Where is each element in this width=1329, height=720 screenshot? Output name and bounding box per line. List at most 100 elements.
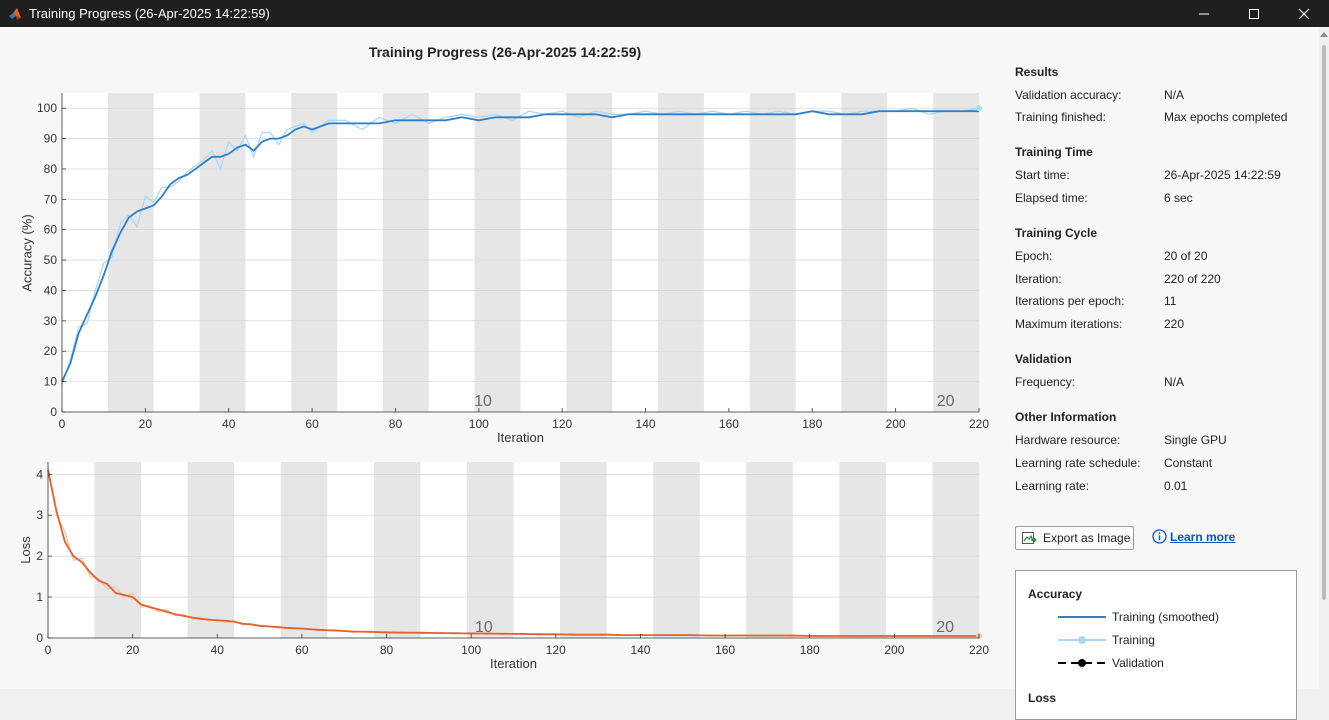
learning-rate-value: 0.01 [1164,479,1188,493]
iterations-per-epoch-value: 11 [1164,294,1177,308]
vertical-scrollbar[interactable] [1319,27,1329,689]
accuracy-x-tick-label: 100 [469,417,489,431]
accuracy-epoch-band [566,93,613,412]
export-button-label: Export as Image [1043,531,1131,545]
accuracy-training-smoothed-line [61,110,979,382]
iterations-per-epoch-label: Iterations per epoch: [1015,294,1125,308]
accuracy-epoch-label: 20 [937,393,955,410]
training-finished-label: Training finished: [1015,110,1106,124]
close-button[interactable] [1279,0,1329,27]
loss-epoch-band [373,462,421,638]
start-time-label: Start time: [1015,168,1070,182]
max-iterations-value: 220 [1164,317,1185,331]
loss-x-axis-label: Iteration [490,656,537,671]
loss-y-tick-label: 2 [36,549,43,563]
accuracy-x-tick-label: 220 [969,417,989,431]
accuracy-y-tick-label: 60 [44,223,58,237]
learn-more-link[interactable]: Learn more [1152,529,1235,544]
scrollbar-thumb[interactable] [1322,45,1326,600]
legend-training-label: Training [1112,633,1155,647]
plot-title: Training Progress (26-Apr-2025 14:22:59) [368,44,642,60]
accuracy-x-tick-label: 60 [305,417,319,431]
other-info-heading: Other Information [1015,410,1117,424]
accuracy-x-tick-label: 40 [222,417,236,431]
accuracy-epoch-band [933,93,979,412]
max-iterations-label: Maximum iterations: [1015,317,1123,331]
validation-accuracy-value: N/A [1164,88,1185,102]
accuracy-epoch-band [474,93,521,412]
accuracy-y-tick-label: 30 [44,314,58,328]
accuracy-y-tick-label: 70 [44,192,58,206]
accuracy-x-tick-label: 80 [389,417,403,431]
legend-box: Accuracy Training (smoothed) Training Va… [1015,570,1297,720]
elapsed-time-label: Elapsed time: [1015,191,1088,205]
loss-epoch-band [560,462,607,638]
frequency-value: N/A [1164,375,1185,389]
minimize-icon [1199,13,1209,14]
scroll-up-arrow-icon[interactable] [1320,32,1328,37]
accuracy-epoch-band [291,93,338,412]
legend-training-swatch [1058,636,1106,644]
hardware-resource-value: Single GPU [1164,433,1227,447]
loss-epoch-band [280,462,328,638]
loss-y-tick-label: 3 [36,508,43,522]
accuracy-x-tick-label: 180 [802,417,822,431]
elapsed-time-value: 6 sec [1164,191,1193,205]
loss-epoch-band [932,462,979,638]
accuracy-epoch-band [107,93,154,412]
frequency-label: Frequency: [1015,375,1076,389]
loss-x-tick-label: 180 [800,643,820,657]
accuracy-x-tick-label: 200 [886,417,906,431]
legend-training-smoothed-swatch [1058,616,1106,618]
hardware-resource-label: Hardware resource: [1015,433,1121,447]
accuracy-training-line [61,107,980,385]
loss-epoch-band [653,462,700,638]
accuracy-x-tick-label: 20 [139,417,153,431]
training-cycle-heading: Training Cycle [1015,226,1098,240]
matlab-logo-icon [9,7,21,20]
accuracy-x-tick-label: 140 [636,417,656,431]
accuracy-epoch-band [199,93,246,412]
accuracy-y-tick-label: 90 [44,132,58,146]
loss-epoch-band [746,462,793,638]
epoch-value: 20 of 20 [1164,249,1208,263]
learning-rate-label: Learning rate: [1015,479,1090,493]
maximize-icon [1249,8,1259,19]
window-title: Training Progress (26-Apr-2025 14:22:59) [29,6,270,21]
accuracy-epoch-band [658,93,704,412]
legend-accuracy-heading: Accuracy [1028,587,1083,601]
accuracy-epoch-band [841,93,888,412]
legend-validation-label: Validation [1112,656,1164,670]
accuracy-y-tick-label: 20 [44,344,58,358]
accuracy-epoch-band [749,93,796,412]
loss-epoch-band [839,462,886,638]
loss-x-tick-label: 0 [45,643,52,657]
accuracy-y-tick-label: 40 [44,283,58,297]
loss-x-tick-label: 220 [969,643,989,657]
accuracy-y-tick-label: 10 [44,375,58,389]
loss-x-tick-label: 100 [461,643,481,657]
loss-y-tick-label: 0 [36,631,43,645]
loss-epoch-band [187,462,235,638]
accuracy-epoch-label: 10 [474,393,492,410]
maximize-button[interactable] [1229,0,1279,27]
loss-x-tick-label: 40 [211,643,225,657]
minimize-button[interactable] [1179,0,1229,27]
window-titlebar: Training Progress (26-Apr-2025 14:22:59) [0,0,1329,27]
loss-epoch-label: 20 [936,619,954,636]
close-icon [1298,8,1310,19]
results-heading: Results [1015,65,1059,79]
export-as-image-button[interactable]: Export as Image [1015,526,1134,550]
iteration-value: 220 of 220 [1164,272,1221,286]
validation-heading: Validation [1015,352,1072,366]
loss-x-tick-label: 20 [126,643,140,657]
accuracy-y-axis-label: Accuracy (%) [20,214,35,291]
loss-x-tick-label: 200 [884,643,904,657]
loss-y-tick-label: 4 [36,467,43,481]
accuracy-y-tick-label: 50 [44,253,58,267]
legend-training-smoothed-label: Training (smoothed) [1112,610,1219,624]
validation-accuracy-label: Validation accuracy: [1015,88,1122,102]
training-time-heading: Training Time [1015,145,1093,159]
loss-training-smoothed-line [47,470,979,637]
loss-x-tick-label: 140 [630,643,650,657]
